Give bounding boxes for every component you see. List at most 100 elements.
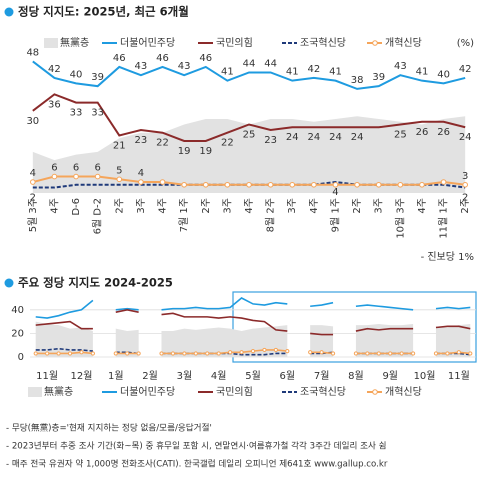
x-tick-label: 2주: [114, 198, 125, 214]
line: [161, 297, 288, 311]
data-label: 42: [48, 64, 61, 75]
x-tick-label: 4주: [158, 198, 169, 214]
x-tick-label: 8월: [348, 370, 364, 382]
marker: [159, 351, 164, 356]
unit-note: (%): [457, 38, 474, 49]
line: [35, 347, 93, 352]
marker: [216, 351, 221, 356]
chart-title: 주요 정당 지지도 2024-2025: [18, 276, 173, 290]
marker: [332, 181, 339, 188]
x-tick-label: 11월: [36, 370, 58, 382]
data-label: 3: [462, 171, 468, 182]
marker: [224, 181, 231, 188]
area: [35, 321, 93, 357]
data-label: 30: [26, 116, 39, 127]
legend-marker: [372, 40, 378, 46]
x-tick-label: 11월: [448, 370, 470, 382]
marker: [90, 351, 95, 356]
x-tick-label: 12월: [70, 370, 92, 382]
line: [161, 312, 288, 332]
data-label: 4: [332, 187, 338, 198]
footnote: - 2023년부터 추중 조사 기간(화~목) 중 휴무일 포함 시, 연말연시…: [6, 440, 387, 452]
line: [115, 308, 139, 313]
area: [161, 325, 288, 357]
data-label: 19: [199, 146, 212, 157]
marker: [193, 351, 198, 356]
line: [32, 93, 466, 142]
marker: [73, 173, 79, 180]
y-tick-label: 40: [11, 305, 24, 316]
data-label: 24: [329, 132, 342, 143]
legend-label: 조국혁신당: [300, 37, 346, 49]
x-tick-label: 2월: [142, 370, 158, 382]
legend-label: 더불어민주당: [120, 37, 175, 49]
marker: [94, 173, 101, 180]
data-label: 44: [264, 58, 277, 69]
data-label: 40: [70, 69, 83, 80]
x-tick-label: 7월 1주: [178, 198, 190, 232]
marker: [239, 350, 244, 355]
x-tick-label: 3주: [222, 198, 233, 214]
footnote: - 매주 전국 유권자 약 1,000명 전화조사(CATI). 한국갤럽 데일…: [6, 458, 388, 470]
marker: [67, 351, 73, 356]
line: [435, 306, 471, 310]
x-tick-label: 4월: [211, 370, 227, 382]
data-label: 43: [178, 61, 191, 72]
area: [310, 325, 334, 357]
x-tick-label: 9월 1주: [329, 198, 341, 232]
marker: [319, 350, 324, 355]
marker: [308, 350, 313, 355]
legend-label: 더불어민주당: [120, 386, 175, 398]
data-label: 33: [91, 108, 104, 119]
data-label: 21: [113, 140, 126, 151]
legend-swatch: [28, 387, 42, 397]
data-label: 43: [394, 61, 407, 72]
marker: [433, 351, 439, 356]
y-tick-label: 20: [11, 328, 24, 339]
data-label: 23: [135, 135, 148, 146]
legend-label: 無黨층: [60, 36, 89, 49]
marker: [462, 181, 468, 188]
data-label: 42: [307, 64, 320, 75]
marker: [45, 351, 50, 356]
marker: [33, 351, 38, 356]
data-label: 36: [48, 99, 61, 110]
x-tick-label: 8월 2주: [265, 198, 277, 232]
legend-label: 개혁신당: [385, 386, 422, 398]
marker: [182, 351, 187, 356]
x-tick-label: 3월: [177, 370, 193, 382]
data-label: 24: [286, 132, 299, 143]
x-tick-label: 3주: [374, 198, 385, 214]
marker: [440, 179, 447, 185]
data-label: 6: [51, 163, 57, 174]
x-tick-label: 6월: [280, 370, 296, 382]
line: [35, 299, 94, 319]
marker: [397, 181, 404, 188]
y-tick-label: 0: [18, 352, 24, 363]
area: [435, 323, 471, 357]
data-label: 2: [462, 193, 468, 204]
recent-box: [232, 291, 477, 363]
x-tick-label: 2주: [352, 198, 363, 214]
marker: [125, 351, 130, 356]
title-dot: [4, 7, 14, 17]
data-label: 25: [243, 130, 256, 141]
marker: [376, 351, 381, 356]
data-label: 44: [243, 58, 256, 69]
x-tick-label: 4주: [417, 198, 428, 214]
marker: [445, 351, 450, 356]
marker: [113, 351, 118, 356]
data-label: 41: [416, 67, 429, 78]
data-label: 24: [351, 132, 364, 143]
x-tick-label: 3주: [136, 198, 147, 214]
legend-label: 조국혁신당: [300, 386, 346, 398]
line: [35, 320, 93, 330]
legend-swatch: [44, 38, 58, 48]
data-label: 4: [138, 168, 144, 179]
x-tick-label: 3주: [287, 198, 298, 214]
data-label: 41: [286, 67, 299, 78]
legend-label: 無黨층: [44, 385, 73, 398]
area: [355, 323, 414, 357]
marker: [267, 181, 274, 188]
